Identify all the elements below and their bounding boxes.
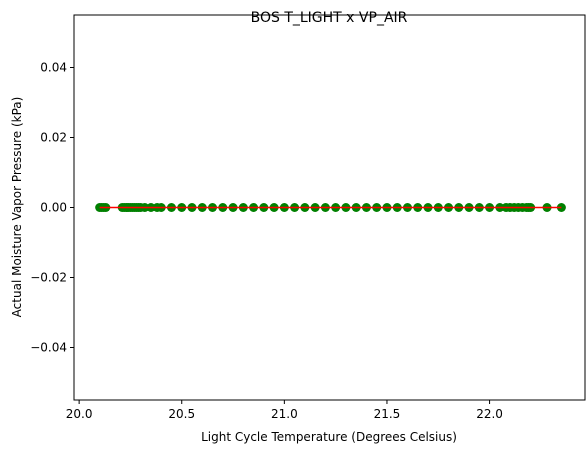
x-tick-label: 21.5 — [374, 407, 401, 421]
y-tick-label: −0.02 — [30, 271, 67, 285]
y-tick-label: 0.00 — [40, 201, 67, 215]
x-tick-label: 22.0 — [476, 407, 503, 421]
y-tick-label: −0.04 — [30, 341, 67, 355]
x-axis-label: Light Cycle Temperature (Degrees Celsius… — [201, 430, 457, 444]
x-tick-label: 20.0 — [66, 407, 93, 421]
y-axis-label: Actual Moisture Vapor Pressure (kPa) — [10, 97, 24, 318]
x-tick-label: 20.5 — [168, 407, 195, 421]
y-tick-label: 0.02 — [40, 131, 67, 145]
x-tick-label: 21.0 — [271, 407, 298, 421]
y-tick-label: 0.04 — [40, 61, 67, 75]
chart-title: BOS T_LIGHT x VP_AIR — [251, 10, 408, 26]
